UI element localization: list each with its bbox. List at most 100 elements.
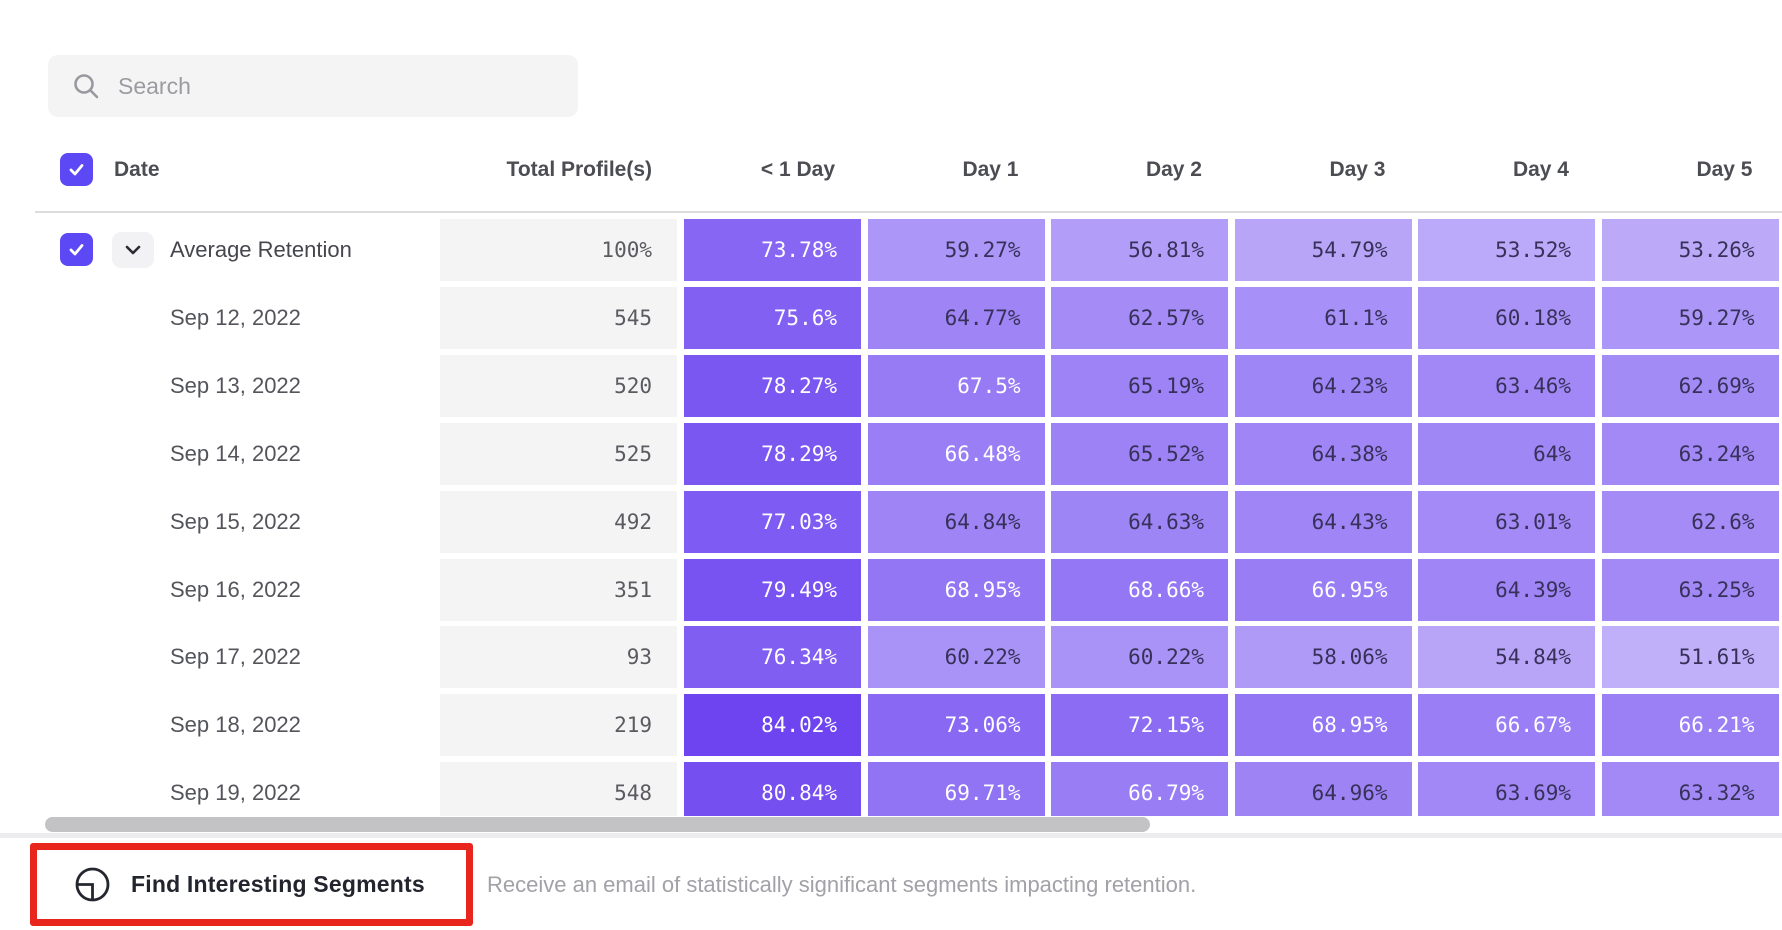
total-profiles-cell: 545	[440, 287, 677, 349]
find-interesting-segments-label: Find Interesting Segments	[131, 871, 425, 897]
row-label-date: Sep 17, 2022	[170, 644, 301, 669]
footer-description: Receive an email of statistically signif…	[487, 871, 1197, 897]
retention-heatmap-cell[interactable]: 53.26%	[1601, 219, 1779, 281]
retention-heatmap-cell[interactable]: 78.29%	[684, 423, 861, 485]
retention-heatmap-cell[interactable]: 63.25%	[1601, 559, 1779, 621]
retention-heatmap-cell[interactable]: 62.6%	[1601, 491, 1779, 553]
retention-heatmap-cell[interactable]: 63.32%	[1601, 762, 1779, 816]
retention-heatmap-cell[interactable]: 65.19%	[1051, 355, 1228, 417]
header-divider	[35, 211, 1782, 213]
retention-heatmap-cell[interactable]: 60.22%	[867, 626, 1045, 688]
date-column-header: Date	[114, 158, 160, 181]
retention-heatmap-cell[interactable]: 77.03%	[684, 491, 861, 553]
total-profiles-header: Total Profile(s)	[506, 158, 652, 181]
retention-heatmap-cell[interactable]: 65.52%	[1051, 423, 1228, 485]
retention-heatmap-cell[interactable]: 59.27%	[1601, 287, 1779, 349]
find-interesting-segments-button[interactable]: Find Interesting Segments	[30, 843, 473, 926]
retention-heatmap-cell[interactable]: 75.6%	[684, 287, 861, 349]
cohort-row: Sep 15, 2022 492 77.03% 64.84% 64.63% 64.43% 6…	[0, 491, 1782, 553]
table-body: Average Retention 100% 73.78% 59.27% 56.81% 5…	[0, 219, 1782, 816]
retention-heatmap-cell[interactable]: 54.84%	[1418, 626, 1595, 688]
search-input[interactable]	[116, 71, 560, 101]
row-label-date: Sep 19, 2022	[170, 780, 301, 805]
table-header: Date Total Profile(s) < 1 Day Day 1 Day 2 D…	[0, 146, 1782, 196]
retention-heatmap-cell[interactable]: 63.46%	[1418, 355, 1595, 417]
average-retention-checkbox[interactable]	[60, 233, 93, 266]
expand-collapse-button[interactable]	[112, 232, 154, 268]
retention-heatmap-cell[interactable]: 59.27%	[867, 219, 1045, 281]
retention-heatmap-cell[interactable]: 72.15%	[1051, 694, 1228, 756]
retention-heatmap-cell[interactable]: 68.95%	[867, 559, 1045, 621]
retention-heatmap-cell[interactable]: 63.69%	[1418, 762, 1595, 816]
retention-heatmap-cell[interactable]: 68.95%	[1234, 694, 1412, 756]
total-profiles-cell: 93	[440, 626, 677, 688]
retention-heatmap-cell[interactable]: 66.48%	[867, 423, 1045, 485]
row-label-date: Sep 16, 2022	[170, 577, 301, 602]
retention-heatmap-cell[interactable]: 51.61%	[1601, 626, 1779, 688]
retention-heatmap-cell[interactable]: 60.18%	[1418, 287, 1595, 349]
row-label-date: Sep 13, 2022	[170, 373, 301, 398]
retention-heatmap-cell[interactable]: 61.1%	[1234, 287, 1412, 349]
retention-heatmap-cell[interactable]: 67.5%	[867, 355, 1045, 417]
retention-heatmap-cell[interactable]: 62.69%	[1601, 355, 1779, 417]
retention-heatmap-cell[interactable]: 64.39%	[1418, 559, 1595, 621]
check-icon	[69, 164, 84, 176]
average-retention-row: Average Retention 100% 73.78% 59.27% 56.81% 5…	[0, 219, 1782, 281]
cohort-row: Sep 14, 2022 525 78.29% 66.48% 65.52% 64.38% 6…	[0, 423, 1782, 485]
retention-heatmap-cell[interactable]: 80.84%	[684, 762, 861, 816]
total-profiles-cell: 520	[440, 355, 677, 417]
day-column-header: < 1 Day	[760, 158, 835, 181]
retention-heatmap-cell[interactable]: 66.21%	[1601, 694, 1779, 756]
day-column-header: Day 5	[1696, 158, 1753, 181]
retention-heatmap-cell[interactable]: 60.22%	[1051, 626, 1228, 688]
retention-heatmap-cell[interactable]: 62.57%	[1051, 287, 1228, 349]
retention-heatmap-cell[interactable]: 54.79%	[1234, 219, 1412, 281]
retention-heatmap-cell[interactable]: 66.95%	[1234, 559, 1412, 621]
retention-heatmap-cell[interactable]: 58.06%	[1234, 626, 1412, 688]
retention-heatmap-cell[interactable]: 76.34%	[684, 626, 861, 688]
day-column-header: Day 1	[962, 158, 1019, 181]
chevron-down-icon	[125, 245, 141, 255]
retention-heatmap-cell[interactable]: 53.52%	[1418, 219, 1595, 281]
total-profiles-cell: 525	[440, 423, 677, 485]
row-label-date: Sep 14, 2022	[170, 441, 301, 466]
retention-heatmap-cell[interactable]: 73.06%	[867, 694, 1045, 756]
retention-heatmap-cell[interactable]: 68.66%	[1051, 559, 1228, 621]
retention-heatmap-cell[interactable]: 64.96%	[1234, 762, 1412, 816]
search-box[interactable]	[48, 55, 578, 117]
retention-heatmap-cell[interactable]: 63.24%	[1601, 423, 1779, 485]
total-profiles-cell: 100%	[440, 219, 677, 281]
retention-heatmap-cell[interactable]: 79.49%	[684, 559, 861, 621]
retention-heatmap-cell[interactable]: 66.67%	[1418, 694, 1595, 756]
retention-heatmap-cell[interactable]: 64.63%	[1051, 491, 1228, 553]
check-icon	[69, 244, 84, 256]
retention-heatmap-cell[interactable]: 64%	[1418, 423, 1595, 485]
row-label-date: Sep 18, 2022	[170, 712, 301, 737]
cohort-row: Sep 13, 2022 520 78.27% 67.5% 65.19% 64.23% 63…	[0, 355, 1782, 417]
retention-heatmap-cell[interactable]: 64.23%	[1234, 355, 1412, 417]
retention-heatmap-cell[interactable]: 73.78%	[684, 219, 861, 281]
retention-heatmap-cell[interactable]: 66.79%	[1051, 762, 1228, 816]
horizontal-scrollbar-thumb[interactable]	[45, 817, 1150, 832]
retention-heatmap-cell[interactable]: 64.38%	[1234, 423, 1412, 485]
day-column-header: Day 4	[1512, 158, 1569, 181]
retention-heatmap-cell[interactable]: 64.84%	[867, 491, 1045, 553]
search-icon	[74, 74, 99, 99]
cohort-row: Sep 16, 2022 351 79.49% 68.95% 68.66% 66.95% 6…	[0, 559, 1782, 621]
row-label-date: Sep 12, 2022	[170, 305, 301, 330]
retention-heatmap-cell[interactable]: 78.27%	[684, 355, 861, 417]
retention-heatmap-cell[interactable]: 63.01%	[1418, 491, 1595, 553]
cohort-row: Sep 18, 2022 219 84.02% 73.06% 72.15% 68.95% 6…	[0, 694, 1782, 756]
retention-heatmap-cell[interactable]: 84.02%	[684, 694, 861, 756]
retention-heatmap-cell[interactable]: 64.43%	[1234, 491, 1412, 553]
retention-heatmap-cell[interactable]: 69.71%	[867, 762, 1045, 816]
retention-heatmap-cell[interactable]: 64.77%	[867, 287, 1045, 349]
retention-heatmap-cell[interactable]: 56.81%	[1051, 219, 1228, 281]
cohort-row: Sep 12, 2022 545 75.6% 64.77% 62.57% 61.1% 60.…	[0, 287, 1782, 349]
cohort-row: Sep 17, 2022 93 76.34% 60.22% 60.22% 58.06% 54…	[0, 626, 1782, 688]
day-column-header: Day 2	[1145, 158, 1202, 181]
table-bottom-border	[0, 833, 1782, 838]
row-label-date: Sep 15, 2022	[170, 509, 301, 534]
select-all-checkbox[interactable]	[60, 153, 93, 186]
